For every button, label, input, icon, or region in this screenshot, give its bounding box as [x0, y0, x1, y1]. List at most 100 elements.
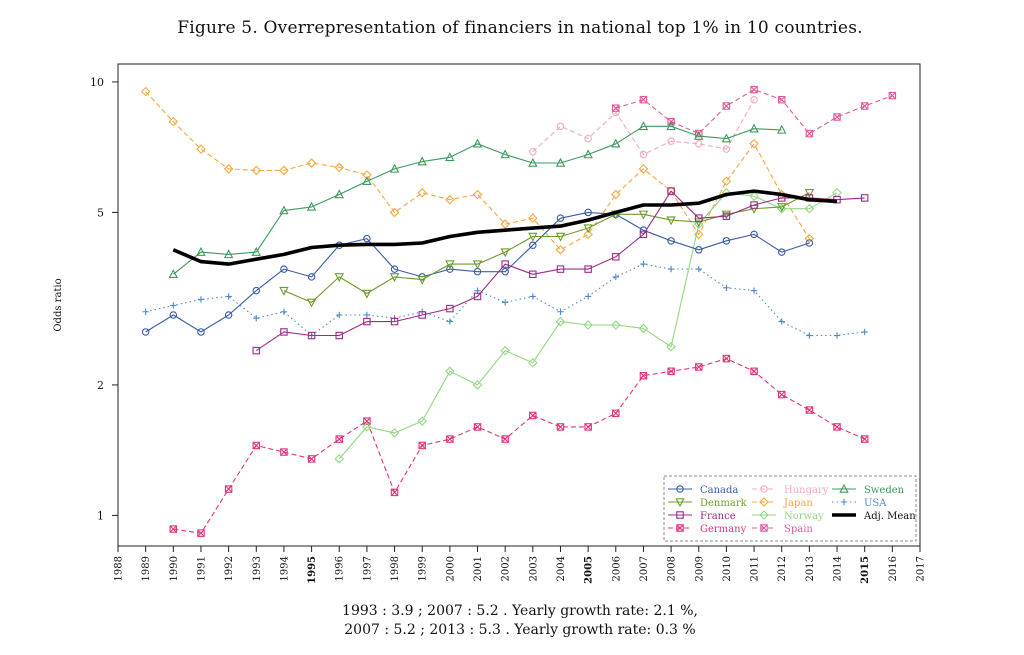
series-adj-mean	[172, 189, 838, 266]
data-point-usa	[280, 308, 288, 315]
data-point-canada	[252, 286, 261, 295]
x-tick-label: 2007	[639, 556, 650, 581]
x-tick-label: 1993	[252, 556, 263, 581]
series-line-spain	[615, 89, 893, 135]
data-point-sweden	[721, 133, 732, 143]
data-point-usa	[750, 287, 758, 294]
data-point-sweden	[666, 121, 676, 131]
data-point-japan	[583, 229, 593, 240]
data-point-germany	[446, 435, 454, 443]
data-point-japan	[362, 170, 372, 180]
data-point-france	[584, 265, 592, 273]
data-point-denmark	[306, 298, 317, 308]
series-line-france	[255, 190, 865, 352]
data-point-canada	[307, 273, 316, 281]
data-point-norway	[804, 203, 815, 214]
x-tick-label: 2009	[694, 556, 705, 581]
data-point-norway	[445, 366, 455, 377]
y-axis-label: Odds ratio	[53, 278, 64, 331]
data-point-france	[252, 346, 261, 355]
data-point-hungary	[667, 137, 675, 145]
data-point-canada	[446, 265, 454, 273]
data-point-japan	[500, 219, 510, 229]
data-point-japan	[306, 158, 317, 168]
data-point-usa	[833, 332, 841, 339]
legend-marker-france	[676, 511, 684, 519]
data-point-sweden	[472, 138, 483, 148]
x-tick-label: 2016	[888, 556, 899, 581]
data-point-sweden	[749, 123, 759, 133]
data-point-usa	[612, 273, 619, 281]
figure-title: Figure 5. Overrepresentation of financie…	[177, 18, 863, 38]
data-point-germany	[612, 409, 620, 418]
data-point-japan	[334, 162, 345, 173]
series-line-usa	[145, 263, 865, 337]
data-point-spain	[860, 102, 869, 110]
data-point-sweden	[168, 269, 179, 279]
data-point-japan	[223, 164, 234, 174]
data-point-denmark	[500, 248, 510, 258]
data-point-usa	[142, 308, 149, 315]
data-point-germany	[805, 406, 814, 414]
data-point-sweden	[445, 152, 455, 162]
data-point-sweden	[417, 156, 427, 166]
data-point-japan	[196, 144, 206, 154]
data-point-norway	[611, 320, 621, 330]
data-point-germany	[529, 411, 537, 420]
data-point-france	[307, 331, 316, 340]
data-point-germany	[197, 529, 205, 537]
data-point-norway	[417, 416, 427, 426]
legend-box	[663, 475, 917, 542]
data-point-germany	[695, 363, 703, 371]
x-tick-label: 2001	[473, 556, 484, 581]
data-point-usa	[170, 302, 177, 309]
data-point-germany	[280, 448, 288, 456]
data-point-sweden	[389, 163, 400, 173]
data-point-usa	[529, 293, 537, 300]
data-point-germany	[169, 525, 178, 533]
data-point-germany	[252, 441, 261, 450]
x-tick-label: 2011	[750, 556, 761, 581]
plot-frame	[117, 63, 921, 547]
data-point-japan	[417, 188, 427, 198]
data-point-norway	[749, 191, 759, 201]
series-spain	[612, 85, 897, 138]
x-tick-label: 2013	[805, 556, 816, 581]
x-tick-label: 1999	[418, 556, 429, 581]
data-point-france	[667, 187, 675, 195]
data-point-canada	[695, 246, 703, 254]
legend-label-usa: USA	[864, 498, 887, 509]
data-point-sweden	[306, 201, 317, 211]
data-point-germany	[777, 390, 786, 399]
y-tick-label: 10	[90, 76, 104, 89]
data-point-norway	[721, 188, 732, 198]
odds-ratio-line-chart: 1988 1989 1990 1991 1992 1993 1994 1995 1996 1997…	[53, 63, 927, 584]
data-point-germany	[224, 485, 233, 493]
x-tick-label: 2003	[528, 556, 539, 581]
data-point-spain	[722, 102, 731, 110]
data-point-france	[390, 317, 399, 326]
data-point-sweden	[777, 124, 787, 134]
series-germany	[169, 354, 869, 537]
data-point-denmark	[389, 273, 400, 283]
legend-label-spain: Spain	[784, 524, 813, 535]
data-point-norway	[334, 454, 345, 464]
data-point-japan	[804, 233, 815, 244]
data-point-canada	[722, 237, 731, 245]
y-tick-label: 2	[97, 379, 104, 392]
data-point-denmark	[583, 224, 593, 234]
legend-marker-denmark	[675, 498, 685, 508]
data-point-canada	[363, 234, 371, 243]
data-point-norway	[583, 320, 593, 330]
data-point-sweden	[500, 149, 510, 159]
data-point-spain	[888, 91, 897, 100]
legend-marker-hungary	[760, 485, 768, 493]
x-tick-label: 2004	[556, 556, 567, 581]
data-point-france	[446, 304, 454, 313]
data-point-denmark	[362, 289, 372, 299]
data-point-sweden	[251, 246, 261, 256]
data-point-france	[722, 212, 731, 220]
data-point-japan	[445, 194, 455, 205]
data-point-canada	[556, 214, 565, 222]
legend-marker-sweden	[839, 483, 849, 493]
